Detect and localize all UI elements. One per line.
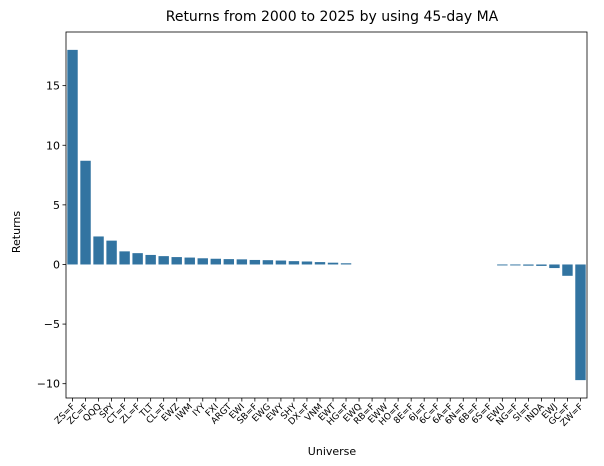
bar-ewu — [497, 264, 508, 266]
bar-tlt — [145, 254, 156, 265]
y-axis: −10 −5 0 5 10 15 — [37, 80, 66, 391]
y-tick-label: −5 — [44, 318, 60, 331]
plot-frame — [65, 31, 588, 399]
bar-sb-f — [249, 259, 261, 265]
bar-zl-f — [132, 253, 143, 265]
y-tick-label: −10 — [37, 378, 60, 391]
bar-dx-f — [301, 261, 313, 265]
bar-spy — [106, 240, 117, 265]
bars-group — [67, 49, 586, 381]
bar-ng-f — [510, 264, 521, 266]
chart-title: Returns from 2000 to 2025 by using 45-da… — [166, 9, 499, 25]
bar-fxi — [210, 258, 221, 265]
bar-ewg — [262, 260, 274, 265]
bar-ewt — [327, 262, 339, 265]
bar-zs-f — [67, 49, 78, 265]
x-axis: ZS=FZC=FQQQSPYCT=FZL=FTLTCL=FEWZIWMIYYFX… — [53, 398, 586, 429]
bar-ct-f — [119, 251, 130, 265]
bar-qqq — [93, 236, 104, 265]
y-tick-label: 15 — [46, 80, 60, 93]
bar-ewi — [236, 259, 248, 265]
y-tick-label: 10 — [46, 139, 60, 152]
bar-hg-f — [340, 263, 352, 265]
bar-vnm — [314, 262, 326, 265]
y-tick-label: 0 — [53, 258, 60, 271]
bar-argt — [223, 259, 235, 265]
bar-iwm — [184, 257, 195, 265]
bar-si-f — [523, 264, 534, 266]
bar-inda — [536, 264, 547, 266]
bar-ewj — [549, 264, 560, 269]
bar-shy — [288, 261, 300, 265]
bar-gc-f — [562, 264, 573, 276]
x-axis-label: Universe — [308, 445, 357, 458]
y-axis-label: Returns — [10, 211, 23, 254]
y-tick-label: 5 — [53, 199, 60, 212]
bar-ewy — [275, 260, 287, 265]
bar-ewz — [171, 257, 182, 265]
bar-zc-f — [80, 160, 91, 265]
bar-iyy — [197, 258, 208, 265]
bar-cl-f — [158, 256, 169, 265]
bar-zw-f — [575, 264, 586, 381]
